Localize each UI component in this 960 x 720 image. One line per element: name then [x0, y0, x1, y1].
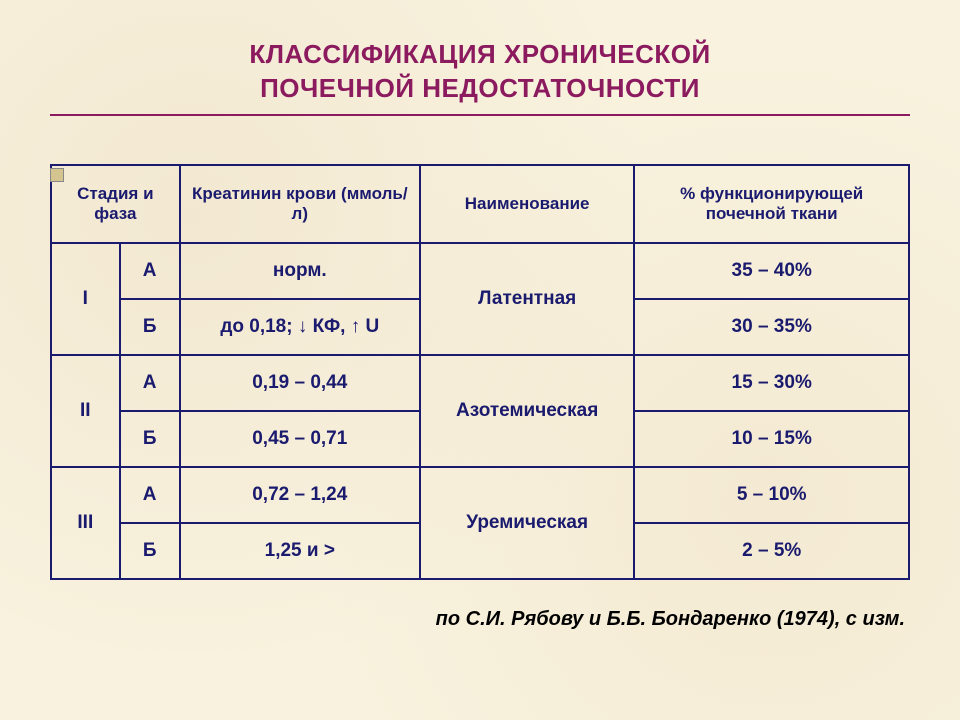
cell-stage: III	[51, 467, 120, 579]
slide-title-container: КЛАССИФИКАЦИЯ ХРОНИЧЕСКОЙ ПОЧЕЧНОЙ НЕДОС…	[0, 0, 960, 134]
citation-footer: по С.И. Рябову и Б.Б. Бондаренко (1974),…	[0, 608, 905, 631]
classification-table-container: Стадия и фаза Креатинин крови (ммоль/л) …	[50, 164, 910, 580]
cell-phase: Б	[120, 411, 180, 467]
classification-table: Стадия и фаза Креатинин крови (ммоль/л) …	[50, 164, 910, 580]
title-line-1: КЛАССИФИКАЦИЯ ХРОНИЧЕСКОЙ	[249, 39, 710, 69]
table-header-row: Стадия и фаза Креатинин крови (ммоль/л) …	[51, 165, 909, 243]
cell-name: Латентная	[420, 243, 635, 355]
cell-phase: А	[120, 355, 180, 411]
header-percent: % функционирующей почечной ткани	[634, 165, 909, 243]
bullet-icon	[50, 168, 64, 182]
cell-creatinine: до 0,18; ↓ КФ, ↑ U	[180, 299, 420, 355]
cell-creatinine: 0,19 – 0,44	[180, 355, 420, 411]
cell-percent: 30 – 35%	[634, 299, 909, 355]
cell-percent: 35 – 40%	[634, 243, 909, 299]
cell-percent: 10 – 15%	[634, 411, 909, 467]
cell-phase: Б	[120, 299, 180, 355]
table-row: III А 0,72 – 1,24 Уремическая 5 – 10%	[51, 467, 909, 523]
cell-creatinine: 1,25 и >	[180, 523, 420, 579]
table-row: II А 0,19 – 0,44 Азотемическая 15 – 30%	[51, 355, 909, 411]
header-creatinine: Креатинин крови (ммоль/л)	[180, 165, 420, 243]
cell-percent: 5 – 10%	[634, 467, 909, 523]
cell-phase: А	[120, 243, 180, 299]
slide-title: КЛАССИФИКАЦИЯ ХРОНИЧЕСКОЙ ПОЧЕЧНОЙ НЕДОС…	[0, 38, 960, 106]
cell-creatinine: норм.	[180, 243, 420, 299]
cell-percent: 15 – 30%	[634, 355, 909, 411]
cell-name: Азотемическая	[420, 355, 635, 467]
title-underline	[50, 114, 910, 116]
cell-name: Уремическая	[420, 467, 635, 579]
header-stage: Стадия и фаза	[51, 165, 180, 243]
cell-phase: Б	[120, 523, 180, 579]
cell-creatinine: 0,72 – 1,24	[180, 467, 420, 523]
header-name: Наименование	[420, 165, 635, 243]
cell-percent: 2 – 5%	[634, 523, 909, 579]
table-row: I А норм. Латентная 35 – 40%	[51, 243, 909, 299]
title-line-2: ПОЧЕЧНОЙ НЕДОСТАТОЧНОСТИ	[260, 73, 700, 103]
cell-creatinine: 0,45 – 0,71	[180, 411, 420, 467]
cell-stage: II	[51, 355, 120, 467]
cell-stage: I	[51, 243, 120, 355]
cell-phase: А	[120, 467, 180, 523]
